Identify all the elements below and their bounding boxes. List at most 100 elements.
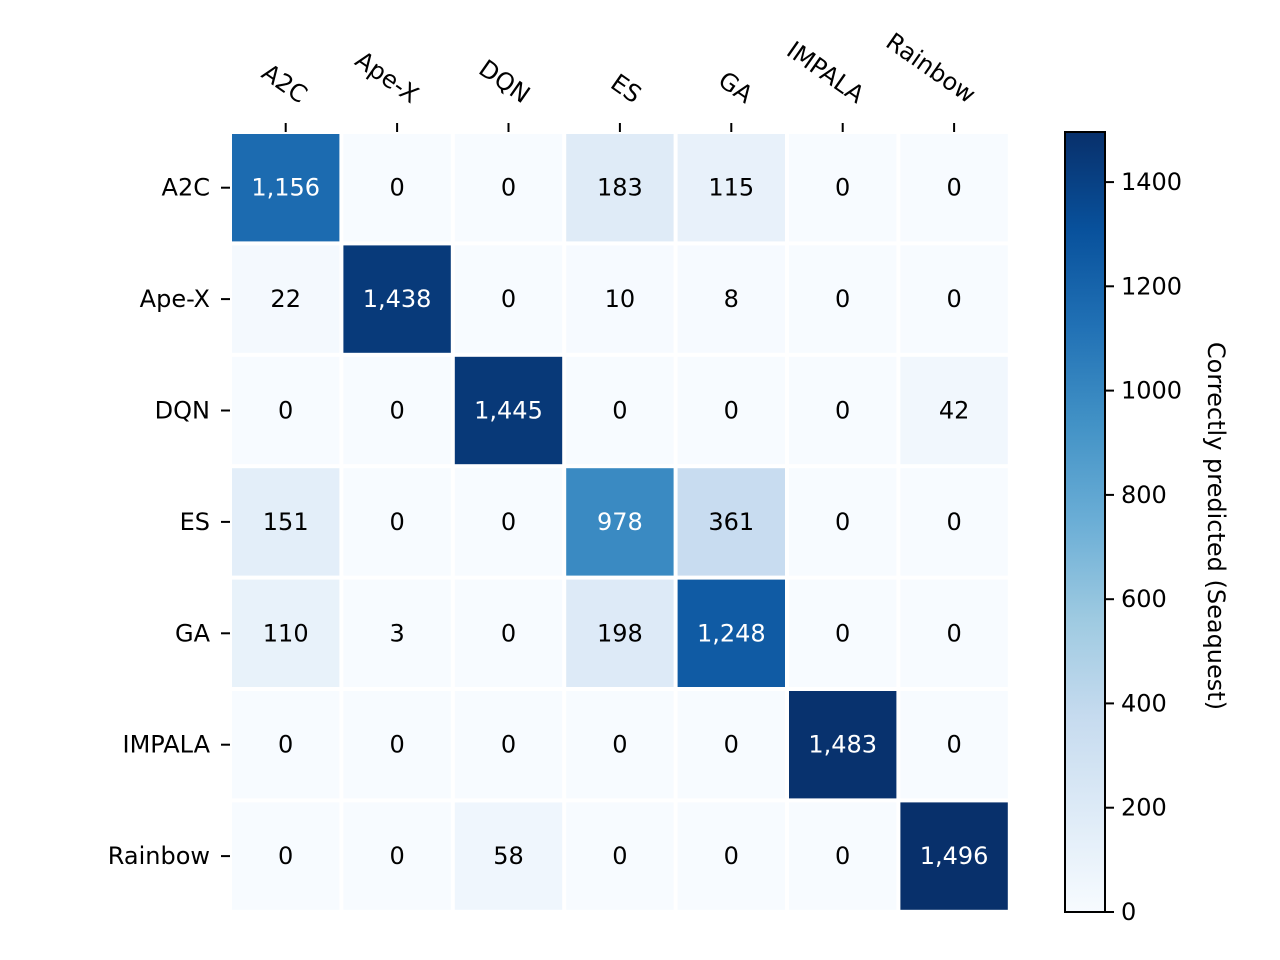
heatmap-cell	[900, 802, 1008, 910]
cell-value-label: 3	[389, 619, 404, 647]
heatmap-cell	[232, 802, 340, 910]
heatmap-cell	[566, 468, 674, 576]
x-tick-label: ES	[606, 69, 647, 109]
heatmap-cell	[566, 691, 674, 799]
colorbar-tick-label: 400	[1121, 689, 1167, 717]
heatmap-cell	[232, 691, 340, 799]
cell-value-label: 0	[612, 397, 627, 425]
cell-value-label: 0	[835, 174, 850, 202]
heatmap-cell	[566, 134, 674, 242]
cell-value-label: 0	[724, 842, 739, 870]
cell-value-label: 198	[597, 619, 643, 647]
cell-value-label: 0	[389, 508, 404, 536]
heatmap-cell	[343, 468, 451, 576]
heatmap-cell	[789, 691, 897, 799]
colorbar-tick-label: 600	[1121, 585, 1167, 613]
heatmap-cell	[566, 245, 674, 353]
heatmap-cell	[677, 356, 785, 465]
y-axis-ticks: A2C Ape-X DQN ES GA IMPALA Rainbow	[108, 174, 230, 870]
colorbar-tick-label: 800	[1121, 481, 1167, 509]
heatmap-cell	[789, 356, 897, 465]
heatmap-cell	[677, 245, 785, 353]
colorbar-label: Correctly predicted (Seaquest)	[1202, 342, 1230, 710]
heatmap-cell	[454, 245, 563, 353]
heatmap-cell	[454, 802, 563, 910]
y-tick-label: GA	[175, 619, 211, 647]
cell-value-label: 0	[501, 508, 516, 536]
heatmap-cell	[232, 245, 340, 353]
cell-value-label: 0	[946, 731, 961, 759]
cell-value-label: 1,445	[474, 397, 543, 425]
cell-value-label: 1,248	[697, 619, 766, 647]
heatmap-cell	[343, 134, 451, 242]
cell-value-label: 42	[939, 397, 970, 425]
cell-value-label: 0	[501, 174, 516, 202]
x-tick-label: A2C	[257, 58, 313, 109]
heatmap-cell	[677, 691, 785, 799]
cell-value-label: 1,483	[808, 731, 877, 759]
y-tick-label: A2C	[162, 174, 210, 202]
heatmap-cell	[454, 691, 563, 799]
cell-value-label: 0	[389, 731, 404, 759]
colorbar-tick-label: 200	[1121, 794, 1167, 822]
cell-value-label: 0	[278, 397, 293, 425]
cell-value-label: 0	[389, 397, 404, 425]
cell-value-label: 0	[389, 842, 404, 870]
colorbar-ticks: 0 200 400 600 800 1000 1200 1400	[1105, 168, 1182, 926]
cell-value-label: 0	[835, 619, 850, 647]
cell-value-label: 0	[724, 397, 739, 425]
cell-value-label: 0	[946, 619, 961, 647]
cell-value-label: 0	[278, 842, 293, 870]
cell-value-label: 0	[835, 397, 850, 425]
cell-value-label: 0	[946, 285, 961, 313]
x-axis-ticks: A2C Ape-X DQN ES GA IMPALA Rainbow	[257, 27, 981, 132]
heatmap-cell	[677, 134, 785, 242]
colorbar-tick-label: 0	[1121, 898, 1136, 926]
heatmap-cell	[677, 579, 785, 687]
colorbar: 0 200 400 600 800 1000 1200 1400 Correctly pred…	[1064, 131, 1230, 926]
cell-value-label: 1,156	[251, 174, 320, 202]
cell-value-label: 1,496	[920, 842, 989, 870]
heatmap-cell	[900, 579, 1008, 687]
heatmap-cell	[789, 468, 897, 576]
cell-value-label: 58	[493, 842, 524, 870]
heatmap-cell	[566, 802, 674, 910]
heatmap-cell	[343, 245, 451, 353]
cell-value-label: 151	[263, 508, 309, 536]
cell-value-label: 1,438	[363, 285, 432, 313]
heatmap-cell	[454, 579, 563, 687]
cell-value-label: 361	[708, 508, 754, 536]
heatmap-cell	[343, 579, 451, 687]
cell-value-label: 0	[946, 508, 961, 536]
cell-value-label: 8	[724, 285, 739, 313]
cell-value-label: 0	[612, 842, 627, 870]
cell-value-label: 183	[597, 174, 643, 202]
heatmap-cell	[677, 468, 785, 576]
heatmap-cell	[900, 245, 1008, 353]
heatmap-cell	[232, 468, 340, 576]
y-tick-label: IMPALA	[123, 731, 211, 759]
cell-value-label: 0	[501, 285, 516, 313]
heatmap-cell	[566, 356, 674, 465]
cell-value-label: 0	[835, 842, 850, 870]
heatmap-cell	[900, 691, 1008, 799]
heatmap-cell	[232, 579, 340, 687]
heatmap-cell	[454, 134, 563, 242]
cell-value-label: 0	[835, 285, 850, 313]
heatmap-cell	[900, 134, 1008, 242]
heatmap-cell	[789, 245, 897, 353]
heatmap-cell	[677, 802, 785, 910]
y-tick-label: ES	[180, 508, 210, 536]
cell-value-label: 22	[270, 285, 301, 313]
heatmap-cell	[343, 356, 451, 465]
x-tick-label: IMPALA	[782, 36, 870, 109]
heatmap-cell	[454, 356, 563, 465]
cell-value-label: 115	[708, 174, 754, 202]
x-tick-label: DQN	[474, 54, 535, 109]
heatmap-cell	[900, 468, 1008, 576]
heatmap-cell	[232, 134, 340, 242]
heatmap-cell	[454, 468, 563, 576]
colorbar-tick-label: 1400	[1121, 168, 1182, 196]
heatmap-cell	[343, 691, 451, 799]
